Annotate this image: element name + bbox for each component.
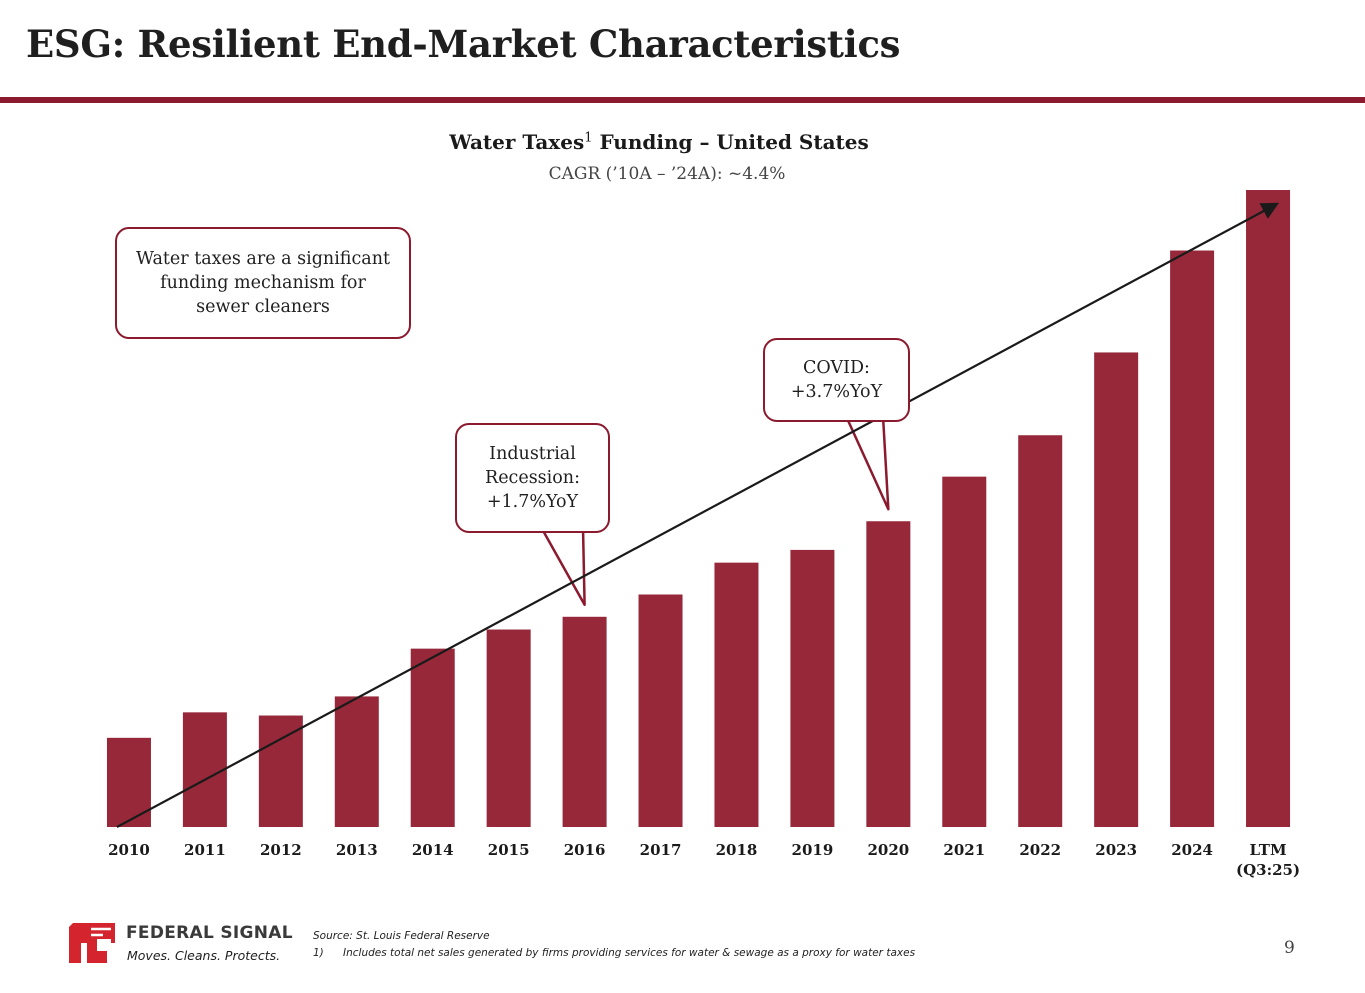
page-number: 9 <box>1284 938 1295 958</box>
bar-2018 <box>714 562 759 827</box>
bar-2012 <box>258 715 303 827</box>
bar-2022 <box>1018 435 1063 827</box>
bar-2011 <box>182 712 227 827</box>
bar-2015 <box>486 629 531 827</box>
x-tick-label-2023: 2023 <box>1095 841 1137 859</box>
x-tick-label-2011: 2011 <box>184 841 226 859</box>
x-tick-label-2020: 2020 <box>867 841 909 859</box>
x-tick-label-ltm: LTM <box>1249 841 1286 859</box>
bar-ltm <box>1246 190 1291 827</box>
bar-2024 <box>1170 250 1215 827</box>
callout-main-line-3: sewer cleaners <box>196 297 330 317</box>
callout-pointers <box>539 415 890 607</box>
callout-funding-mechanism: Water taxes are a significant funding me… <box>115 227 411 339</box>
callout-industrial-recession: Industrial Recession: +1.7%YoY <box>455 423 610 533</box>
x-tick-sublabel-ltm: (Q3:25) <box>1236 861 1300 879</box>
callout-main-line-2: funding mechanism for <box>160 273 366 293</box>
chart-subtitle: CAGR (’10A – ’24A): ~4.4% <box>548 164 786 184</box>
x-tick-label-2024: 2024 <box>1171 841 1213 859</box>
x-tick-label-2010: 2010 <box>108 841 150 859</box>
x-tick-label-2019: 2019 <box>792 841 834 859</box>
x-tick-label-2021: 2021 <box>943 841 985 859</box>
bar-2017 <box>638 594 683 827</box>
x-tick-label-2022: 2022 <box>1019 841 1061 859</box>
callout-recession-line-2: Recession: <box>485 468 580 488</box>
bar-2013 <box>334 696 379 827</box>
title-divider <box>0 97 1365 103</box>
callout-covid-line-1: COVID: <box>803 358 870 378</box>
x-tick-label-2012: 2012 <box>260 841 302 859</box>
callout-recession-line-3: +1.7%YoY <box>486 492 579 512</box>
slide-title: ESG: Resilient End-Market Characteristic… <box>26 22 901 66</box>
x-tick-label-2015: 2015 <box>488 841 530 859</box>
footnote-1-text: Includes total net sales generated by fi… <box>343 947 916 959</box>
callout-covid-line-2: +3.7%YoY <box>790 382 883 402</box>
callout-recession-pointer <box>539 526 586 607</box>
source-note: Source: St. Louis Federal Reserve <box>313 930 490 942</box>
x-tick-label-2017: 2017 <box>640 841 682 859</box>
bar-2023 <box>1094 352 1139 827</box>
footnotes: Source: St. Louis Federal Reserve 1) Incl… <box>313 928 915 962</box>
chart-title-main: Water Taxes <box>449 130 585 154</box>
federal-signal-logo-icon <box>69 923 115 963</box>
bars-group <box>106 190 1291 827</box>
bar-2019 <box>790 549 835 827</box>
footnote-1-number: 1) <box>313 947 324 959</box>
x-axis-labels: 2010 2011 2012 2013 2014 2015 2016 2017 2018 2019… <box>108 841 1300 879</box>
footnote-1: 1) Includes total net sales generated by … <box>313 945 915 962</box>
bar-2010 <box>106 737 151 827</box>
x-tick-label-2016: 2016 <box>564 841 606 859</box>
x-tick-label-2018: 2018 <box>716 841 758 859</box>
chart-title-suffix: Funding – United States <box>592 130 869 154</box>
trend-arrow <box>116 202 1280 828</box>
callout-covid: COVID: +3.7%YoY <box>763 338 910 422</box>
x-tick-label-2014: 2014 <box>412 841 454 859</box>
callout-main-line-1: Water taxes are a significant <box>135 249 391 269</box>
x-tick-label-2013: 2013 <box>336 841 378 859</box>
bar-2016 <box>562 616 607 827</box>
chart-title: Water Taxes1 Funding – United States <box>0 130 1318 154</box>
chart-title-footnote-marker: 1 <box>584 130 593 146</box>
logo-name: FEDERAL SIGNAL <box>126 923 293 943</box>
callout-covid-pointer <box>844 415 890 511</box>
bar-2014 <box>410 648 455 827</box>
bar-2021 <box>942 476 987 827</box>
callout-recession-line-1: Industrial <box>489 444 576 464</box>
federal-signal-logo: FEDERAL SIGNAL Moves. Cleans. Protects. <box>67 921 297 967</box>
logo-tagline: Moves. Cleans. Protects. <box>127 948 281 963</box>
bar-2020 <box>866 521 911 827</box>
